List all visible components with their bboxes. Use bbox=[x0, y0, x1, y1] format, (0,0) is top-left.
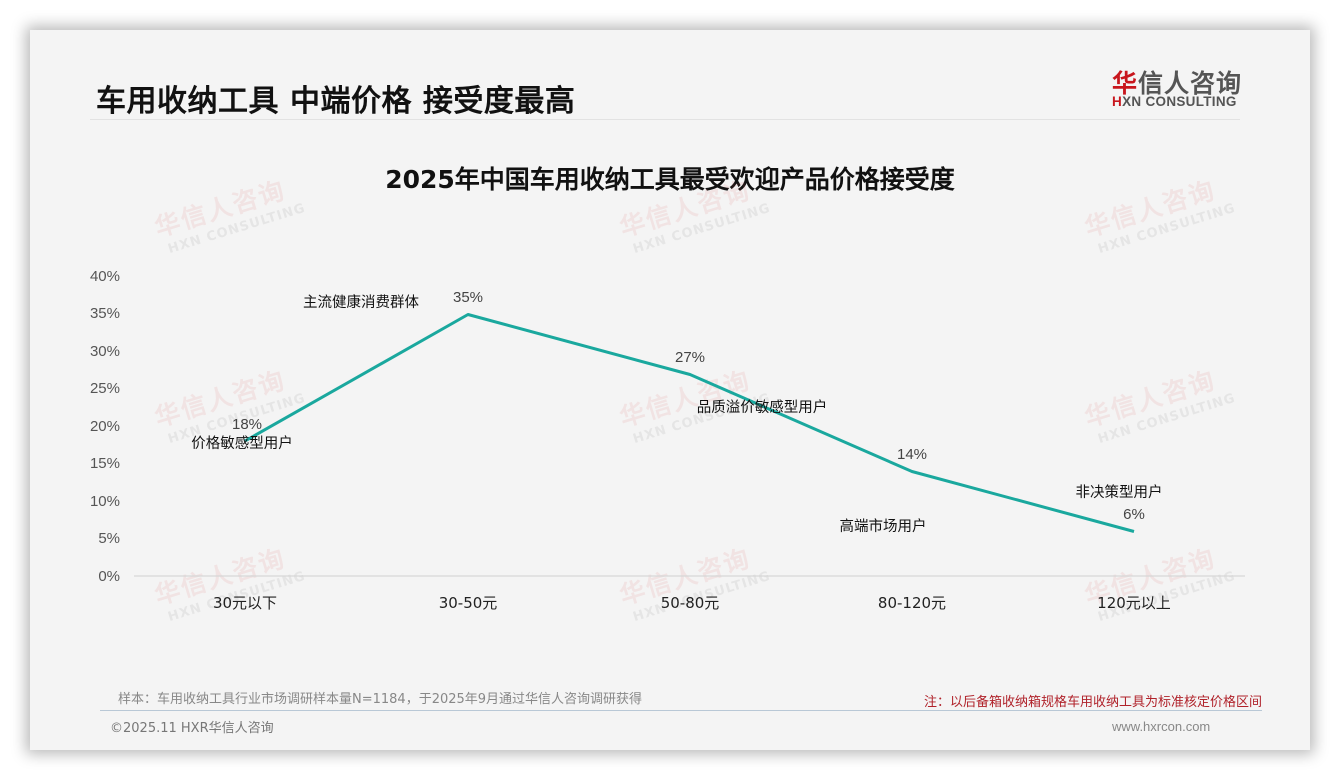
annotation-label: 价格敏感型用户 bbox=[191, 435, 293, 452]
y-axis: 0% 5% 10% 15% 20% 25% 30% 35% 40% bbox=[90, 268, 120, 585]
value-label: 14% bbox=[897, 446, 927, 463]
value-label: 18% bbox=[232, 416, 262, 433]
x-axis: 30元以下 30-50元 50-80元 80-120元 120元以上 bbox=[213, 594, 1171, 612]
sample-note: 样本：车用收纳工具行业市场调研样本量N=1184，于2025年9月通过华信人咨询… bbox=[118, 692, 643, 707]
value-label: 27% bbox=[675, 349, 705, 366]
line-chart: 0% 5% 10% 15% 20% 25% 30% 35% 40% 30元以下 … bbox=[90, 268, 1245, 612]
company-logo: 华信人咨询 bbox=[1112, 64, 1242, 100]
y-tick: 40% bbox=[90, 268, 120, 285]
header-divider bbox=[90, 119, 1240, 120]
segment-annotations: 价格敏感型用户 主流健康消费群体 品质溢价敏感型用户 高端市场用户 非决策型用户 bbox=[191, 294, 1162, 535]
annotation-label: 品质溢价敏感型用户 bbox=[697, 399, 828, 416]
slide: 车用收纳工具 中端价格 接受度最高 华信人咨询 HXN CONSULTING 2… bbox=[30, 30, 1310, 750]
methodology-note: 注：以后备箱收纳箱规格车用收纳工具为标准核定价格区间 bbox=[923, 695, 1262, 710]
x-tick: 50-80元 bbox=[661, 594, 720, 612]
x-tick: 30元以下 bbox=[213, 594, 277, 612]
y-tick: 15% bbox=[90, 455, 120, 472]
logo-mark: 华 bbox=[1112, 69, 1139, 98]
data-line bbox=[244, 313, 1135, 533]
y-tick: 0% bbox=[98, 568, 120, 585]
value-labels: 18% 35% 27% 14% 6% bbox=[232, 289, 1145, 523]
y-tick: 10% bbox=[90, 493, 120, 510]
y-tick: 25% bbox=[90, 380, 120, 397]
y-tick: 35% bbox=[90, 305, 120, 322]
y-tick: 5% bbox=[98, 530, 120, 547]
value-label: 35% bbox=[453, 289, 483, 306]
copyright: ©2025.11 HXR华信人咨询 bbox=[110, 721, 274, 736]
chart-title: 2025年中国车用收纳工具最受欢迎产品价格接受度 bbox=[385, 165, 955, 194]
y-tick: 30% bbox=[90, 343, 120, 360]
logo-en-text: XN CONSULTING bbox=[1122, 94, 1237, 109]
y-tick: 20% bbox=[90, 418, 120, 435]
annotation-label: 主流健康消费群体 bbox=[303, 294, 419, 311]
logo-english: HXN CONSULTING bbox=[1112, 94, 1237, 109]
footer-divider bbox=[100, 710, 1262, 711]
website-link: www.hxrcon.com bbox=[1112, 719, 1211, 734]
logo-en-mark: H bbox=[1112, 94, 1123, 109]
x-tick: 80-120元 bbox=[878, 594, 946, 612]
annotation-label: 非决策型用户 bbox=[1076, 484, 1163, 501]
value-label: 6% bbox=[1123, 506, 1145, 523]
page-title: 车用收纳工具 中端价格 接受度最高 bbox=[96, 84, 576, 119]
x-tick: 30-50元 bbox=[439, 594, 498, 612]
logo-text: 信人咨询 bbox=[1138, 69, 1243, 98]
annotation-label: 高端市场用户 bbox=[840, 518, 927, 535]
x-tick: 120元以上 bbox=[1097, 594, 1171, 612]
